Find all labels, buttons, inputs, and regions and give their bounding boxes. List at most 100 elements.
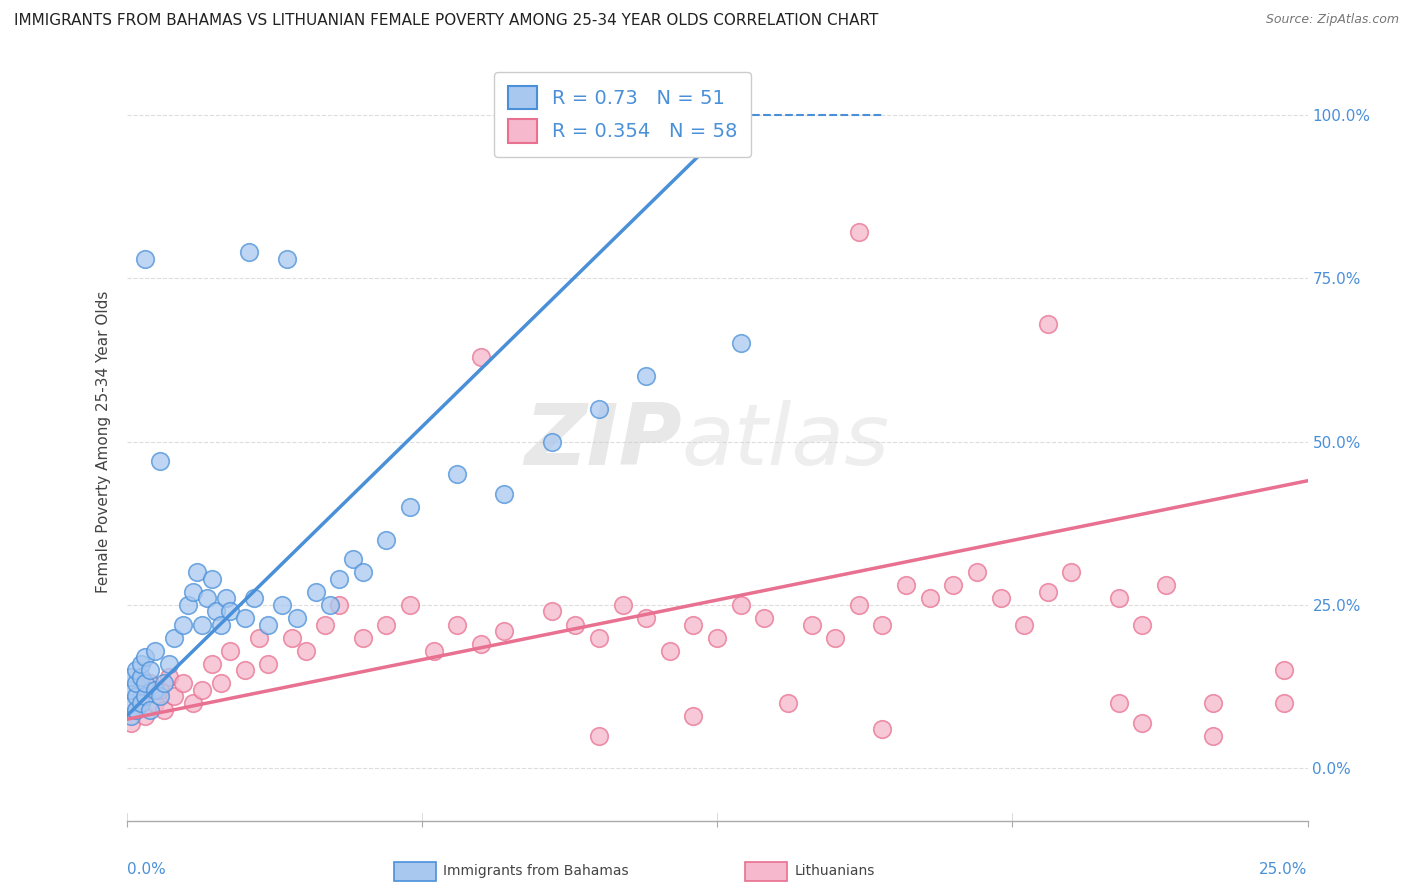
Text: Source: ZipAtlas.com: Source: ZipAtlas.com xyxy=(1265,13,1399,27)
Point xyxy=(730,598,752,612)
Point xyxy=(1108,696,1130,710)
Point xyxy=(134,252,156,266)
Point xyxy=(494,487,516,501)
Point xyxy=(1154,578,1177,592)
Point xyxy=(682,709,704,723)
Point xyxy=(1130,715,1153,730)
Point xyxy=(149,454,172,468)
Point xyxy=(1108,591,1130,606)
Point xyxy=(181,696,204,710)
Point xyxy=(314,617,336,632)
Point xyxy=(134,690,156,704)
Point xyxy=(195,591,218,606)
Point xyxy=(470,350,492,364)
Point xyxy=(872,722,894,736)
Point xyxy=(257,657,280,671)
Point xyxy=(120,715,142,730)
Point xyxy=(186,566,208,580)
Point xyxy=(129,696,152,710)
Point xyxy=(730,336,752,351)
Point xyxy=(1272,696,1295,710)
Point xyxy=(139,676,162,690)
Point xyxy=(149,690,172,704)
Point xyxy=(143,696,166,710)
Point xyxy=(1012,617,1035,632)
Point xyxy=(125,676,148,690)
Point xyxy=(209,617,232,632)
Point xyxy=(134,709,156,723)
Point xyxy=(399,598,422,612)
Text: atlas: atlas xyxy=(682,400,890,483)
Point xyxy=(143,643,166,657)
Legend: R = 0.73   N = 51, R = 0.354   N = 58: R = 0.73 N = 51, R = 0.354 N = 58 xyxy=(494,72,751,157)
Point xyxy=(172,676,194,690)
Point xyxy=(446,467,468,482)
Point xyxy=(125,663,148,677)
Point xyxy=(233,611,256,625)
Point xyxy=(215,591,238,606)
Text: ZIP: ZIP xyxy=(524,400,682,483)
Point xyxy=(375,533,398,547)
Point xyxy=(1036,317,1059,331)
Point xyxy=(328,598,350,612)
Point xyxy=(588,631,610,645)
Point xyxy=(800,617,823,632)
Point xyxy=(247,631,270,645)
Point xyxy=(399,500,422,514)
Point xyxy=(375,617,398,632)
Point xyxy=(129,670,152,684)
Point xyxy=(318,598,340,612)
Point xyxy=(328,572,350,586)
Point xyxy=(120,709,142,723)
Point xyxy=(143,682,166,697)
Point xyxy=(295,643,318,657)
Point xyxy=(918,591,941,606)
Point xyxy=(1202,729,1225,743)
Point xyxy=(120,670,142,684)
Point xyxy=(848,226,870,240)
Point xyxy=(177,598,200,612)
Point xyxy=(776,696,799,710)
Point xyxy=(129,690,152,704)
Point xyxy=(153,676,176,690)
Point xyxy=(1272,663,1295,677)
Point xyxy=(824,631,846,645)
Point xyxy=(682,617,704,632)
Point xyxy=(352,631,374,645)
Text: IMMIGRANTS FROM BAHAMAS VS LITHUANIAN FEMALE POVERTY AMONG 25-34 YEAR OLDS CORRE: IMMIGRANTS FROM BAHAMAS VS LITHUANIAN FE… xyxy=(14,13,879,29)
Point xyxy=(243,591,266,606)
Point xyxy=(200,572,222,586)
Point xyxy=(285,611,308,625)
Text: 0.0%: 0.0% xyxy=(127,863,166,878)
Point xyxy=(894,578,917,592)
Point xyxy=(219,605,242,619)
Point xyxy=(942,578,965,592)
Point xyxy=(157,657,180,671)
Point xyxy=(446,617,468,632)
Point xyxy=(139,702,162,716)
Point xyxy=(612,598,634,612)
Point xyxy=(588,401,610,416)
Point xyxy=(157,670,180,684)
Point xyxy=(134,676,156,690)
Point xyxy=(281,631,304,645)
Point xyxy=(658,643,681,657)
Point xyxy=(209,676,232,690)
Point xyxy=(238,244,260,259)
Text: 25.0%: 25.0% xyxy=(1260,863,1308,878)
Point xyxy=(233,663,256,677)
Point xyxy=(1202,696,1225,710)
Point xyxy=(848,598,870,612)
Point xyxy=(172,617,194,632)
Point xyxy=(200,657,222,671)
Text: Lithuanians: Lithuanians xyxy=(794,864,875,879)
Point xyxy=(163,690,186,704)
Point xyxy=(271,598,294,612)
Point xyxy=(636,611,658,625)
Point xyxy=(139,663,162,677)
Point xyxy=(1130,617,1153,632)
Point xyxy=(125,702,148,716)
Point xyxy=(540,605,562,619)
Point xyxy=(564,617,586,632)
Point xyxy=(125,702,148,716)
